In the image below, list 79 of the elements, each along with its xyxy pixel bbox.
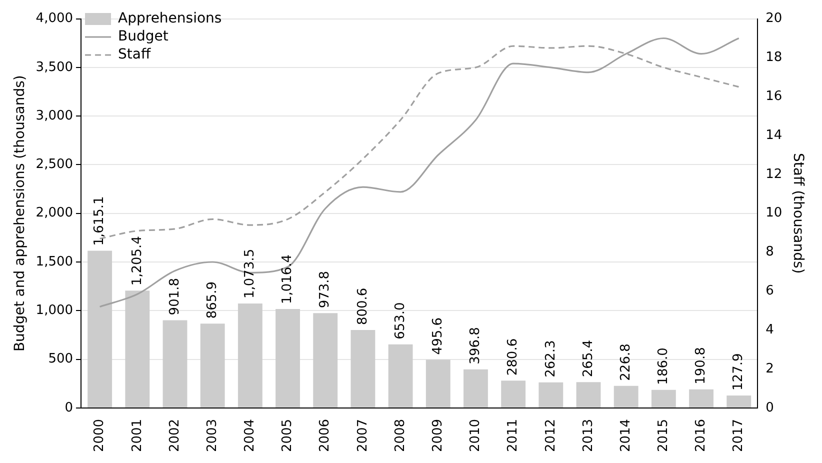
x-tick-label: 2014	[618, 418, 634, 452]
y2-tick-label: 2	[766, 361, 774, 376]
bar	[689, 389, 714, 408]
y2-tick-label: 20	[766, 11, 782, 26]
data-label: 186.0	[656, 348, 672, 385]
y2-tick-label: 12	[766, 166, 782, 182]
bar	[313, 313, 338, 408]
data-label: 280.6	[506, 338, 521, 376]
bar	[125, 290, 150, 408]
data-label: 1,615.1	[92, 196, 108, 246]
y-tick-label: 2,000	[36, 206, 74, 221]
data-label: 396.8	[468, 327, 484, 364]
data-label: 901.8	[167, 278, 182, 316]
y-tick-label: 500	[48, 352, 74, 367]
y2-axis-title: Staff (thousands)	[790, 153, 806, 274]
x-tick-label: 2013	[580, 418, 596, 452]
y-tick-label: 1,500	[36, 254, 74, 270]
bar	[426, 360, 450, 408]
bar	[501, 380, 526, 408]
x-tick-label: 2002	[167, 418, 182, 452]
bar	[162, 320, 188, 408]
data-label: 1,073.5	[242, 248, 258, 298]
x-tick-label: 2006	[318, 418, 333, 452]
y2-tick-label: 18	[766, 50, 782, 66]
y2-tick-label: 6	[766, 284, 774, 299]
data-label: 1,205.4	[130, 236, 145, 286]
bar	[200, 324, 225, 408]
data-label: 1,016.4	[280, 254, 296, 304]
bar	[726, 395, 752, 408]
data-label: 865.9	[204, 281, 220, 319]
legend-label: Budget	[118, 28, 169, 45]
y-tick-label: 3,000	[36, 108, 74, 124]
bar	[276, 309, 300, 408]
bar	[88, 250, 112, 408]
legend-label: Staff	[118, 46, 151, 63]
y2-tick-label: 8	[766, 244, 774, 260]
legend-label: Apprehensions	[118, 10, 222, 27]
x-tick-label: 2001	[130, 418, 145, 452]
y-tick-label: 3,500	[36, 60, 74, 75]
data-label: 495.6	[430, 317, 446, 355]
y-axis-title: Budget and apprehensions (thousands)	[12, 75, 28, 352]
y-tick-label: 2,500	[36, 157, 74, 172]
data-label: 653.0	[392, 302, 408, 340]
x-tick-label: 2008	[392, 418, 408, 452]
y2-tick-label: 4	[766, 322, 774, 338]
y-tick-label: 0	[64, 400, 74, 416]
x-tick-label: 2005	[280, 418, 296, 452]
y-tick-label: 4,000	[36, 11, 74, 26]
x-tick-label: 2016	[694, 418, 709, 452]
y2-tick-label: 14	[766, 128, 782, 143]
bar	[464, 369, 488, 408]
x-tick-label: 2015	[656, 418, 672, 452]
x-tick-label: 2007	[355, 418, 370, 452]
y2-tick-label: 0	[766, 400, 774, 416]
data-label: 262.3	[543, 340, 558, 378]
data-label: 800.6	[355, 288, 370, 326]
x-tick-label: 2011	[506, 418, 521, 452]
y2-tick-label: 16	[766, 89, 782, 104]
x-tick-label: 2004	[242, 418, 258, 452]
bar	[238, 303, 262, 408]
x-tick-label: 2017	[731, 418, 746, 452]
bar	[388, 344, 413, 408]
x-tick-label: 2000	[92, 418, 108, 452]
data-label: 226.8	[618, 344, 634, 381]
y2-tick-label: 10	[766, 206, 782, 221]
bar	[350, 330, 376, 408]
x-tick-label: 2003	[204, 418, 220, 452]
data-label: 973.8	[318, 270, 333, 308]
bar	[576, 382, 601, 408]
data-label: 127.9	[731, 353, 746, 390]
data-label: 265.4	[580, 340, 596, 378]
bar	[614, 386, 638, 408]
bar	[538, 382, 564, 408]
data-label: 190.8	[694, 347, 709, 384]
y-tick-label: 1,000	[36, 303, 74, 318]
bar	[651, 390, 676, 408]
x-tick-label: 2010	[468, 418, 484, 452]
x-tick-label: 2012	[543, 418, 558, 452]
x-tick-label: 2009	[430, 418, 446, 452]
